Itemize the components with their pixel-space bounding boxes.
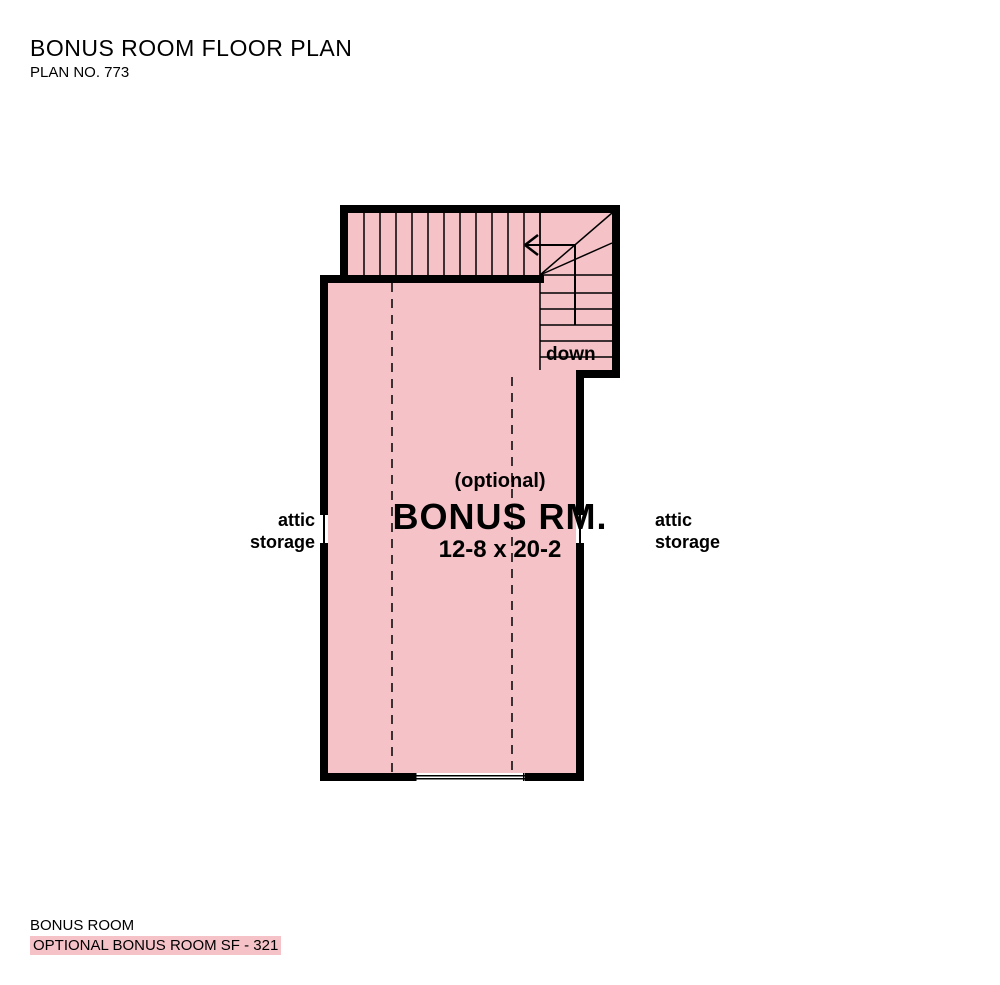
footer-room-label: BONUS ROOM bbox=[30, 917, 281, 934]
wall-top bbox=[340, 205, 620, 213]
window-bottom-capL bbox=[415, 773, 417, 781]
window-bottom-line1 bbox=[415, 775, 525, 777]
corner-fill bbox=[324, 370, 616, 376]
room-dimensions-label: 12-8 x 20-2 bbox=[395, 537, 605, 563]
wall-stair-bottom bbox=[348, 275, 544, 283]
wall-stair-corner bbox=[538, 275, 544, 283]
window-left-line bbox=[323, 515, 325, 543]
stair-direction-label: down bbox=[546, 345, 596, 366]
header: BONUS ROOM FLOOR PLAN PLAN NO. 773 bbox=[30, 35, 352, 81]
optional-label: (optional) bbox=[410, 470, 590, 492]
floorplan-svg bbox=[320, 205, 680, 785]
page-title: BONUS ROOM FLOOR PLAN bbox=[30, 35, 352, 62]
floorplan-diagram bbox=[320, 205, 680, 785]
window-bottom-capR bbox=[523, 773, 525, 781]
attic-storage-left-label: atticstorage bbox=[235, 510, 315, 553]
attic-storage-right-label: atticstorage bbox=[655, 510, 735, 553]
room-name-label: BONUS RM. bbox=[360, 497, 640, 537]
plan-number: PLAN NO. 773 bbox=[30, 64, 352, 81]
attic-right-text: atticstorage bbox=[655, 510, 720, 552]
wall-right-lower bbox=[576, 370, 584, 781]
footer: BONUS ROOM OPTIONAL BONUS ROOM SF - 321 bbox=[30, 917, 281, 955]
window-bottom-line2 bbox=[415, 778, 525, 780]
wall-stair-left bbox=[340, 205, 348, 283]
footer-sf-label: OPTIONAL BONUS ROOM SF - 321 bbox=[30, 936, 281, 955]
wall-right-upper bbox=[612, 205, 620, 378]
window-bottom bbox=[415, 773, 525, 781]
attic-left-text: atticstorage bbox=[250, 510, 315, 552]
